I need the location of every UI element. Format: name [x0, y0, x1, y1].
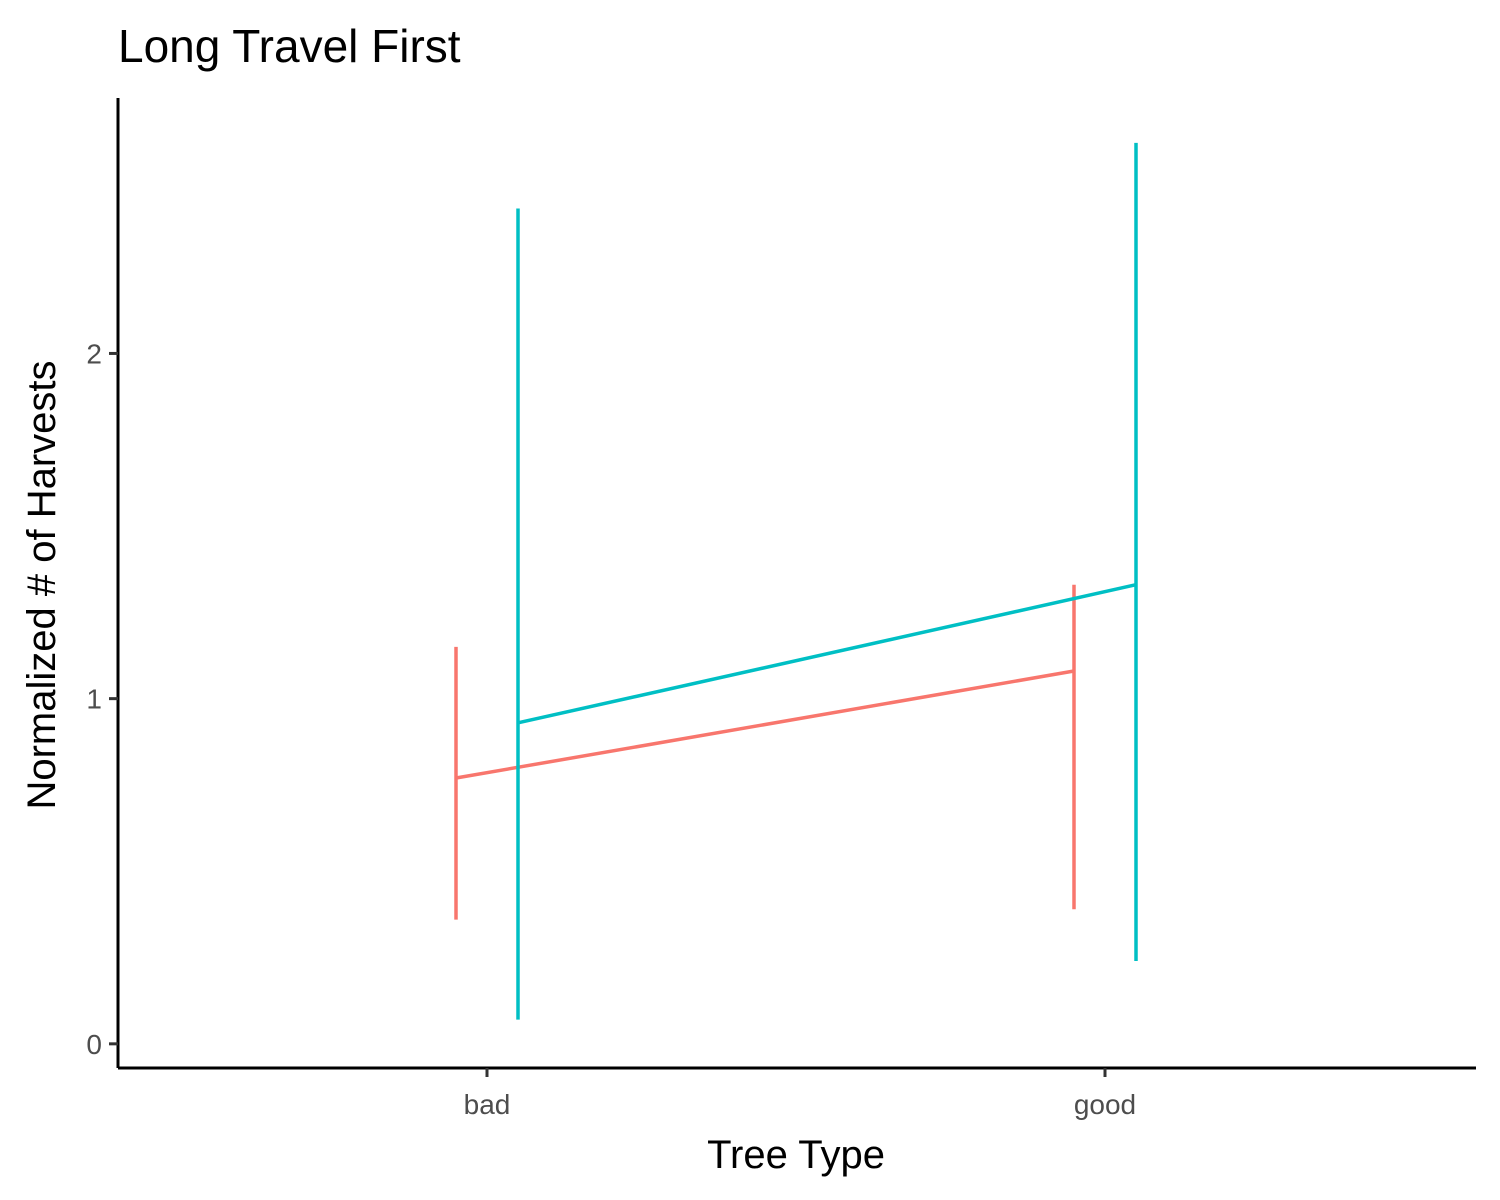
- x-axis: bad good: [118, 1066, 1476, 1120]
- y-tick-label-0: 0: [86, 1029, 102, 1060]
- y-tick-label-2: 2: [86, 338, 102, 369]
- plot-area: [454, 142, 1138, 1020]
- series-2-line: [517, 583, 1137, 725]
- y-tick-label-1: 1: [86, 684, 102, 715]
- x-tick-label-good: good: [1074, 1089, 1136, 1120]
- x-tick-label-bad: bad: [464, 1089, 511, 1120]
- series-1-line: [455, 669, 1075, 780]
- x-axis-title: Tree Type: [707, 1133, 885, 1177]
- y-axis: 0 1 2: [86, 98, 120, 1068]
- chart-title: Long Travel First: [118, 20, 461, 72]
- y-axis-title: Normalized # of Harvests: [20, 360, 64, 809]
